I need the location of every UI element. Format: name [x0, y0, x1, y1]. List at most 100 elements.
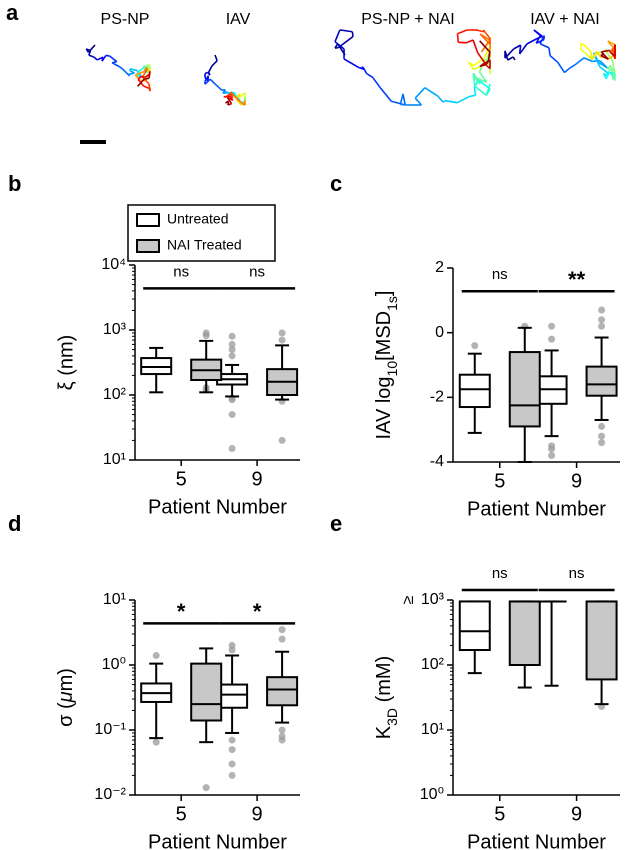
- x-tick-label: 9: [571, 803, 582, 825]
- trajectory-segment: [351, 31, 354, 37]
- outlier: [228, 340, 236, 348]
- trajectory-segment: [211, 60, 218, 67]
- trajectory-segment: [371, 76, 382, 89]
- trajectory-segment: [595, 59, 601, 68]
- trajectory-segment: [600, 54, 609, 61]
- y-tick-label: -4: [430, 453, 444, 470]
- y-axis-label-part: [MSD: [373, 311, 395, 361]
- trajectory-segment: [225, 91, 231, 95]
- y-tick-label: 10⁰: [420, 786, 444, 803]
- trajectory-segment: [88, 54, 94, 58]
- trajectory-segment: [204, 78, 211, 85]
- trajectory-segment: [535, 35, 542, 44]
- trajectory-segment: [533, 29, 541, 37]
- trajectory-segment: [605, 51, 614, 62]
- legend-label: Untreated: [167, 211, 228, 227]
- outlier: [228, 411, 236, 419]
- trajectory-segment: [613, 68, 616, 73]
- x-tick-label: 9: [252, 468, 263, 490]
- outlier: [228, 346, 236, 354]
- trajectory-segment: [472, 73, 476, 86]
- trajectory-segment: [456, 96, 470, 104]
- box: [508, 351, 541, 428]
- trajectory-segment: [557, 61, 566, 73]
- trajectory-segment: [583, 57, 593, 63]
- trajectory-segment: [479, 63, 486, 68]
- trajectory-segment: [611, 61, 615, 70]
- legend-swatch: [136, 239, 160, 253]
- panel-title: PS-NP: [101, 11, 150, 28]
- outlier: [278, 726, 286, 734]
- trajectory-segment: [601, 49, 610, 53]
- panel-title: IAV: [226, 11, 251, 28]
- x-tick-label: 9: [252, 803, 263, 825]
- trajectory-segment: [214, 83, 223, 91]
- trajectory-segment: [468, 94, 476, 98]
- significance-label: ns: [173, 263, 189, 280]
- trajectory-segment: [519, 43, 528, 55]
- y-axis-label-part: μ: [55, 691, 77, 703]
- y-tick-label: 10¹: [103, 591, 126, 608]
- panel-letter: d: [8, 511, 21, 536]
- y-axis-label-part: σ (: [55, 702, 77, 727]
- panel-title: IAV + NAI: [530, 11, 600, 28]
- y-tick-label: 10⁰: [102, 656, 126, 673]
- box: [585, 365, 618, 397]
- significance-label: *: [253, 599, 262, 624]
- trajectory-segment: [456, 33, 460, 43]
- trajectory-segment: [204, 71, 209, 75]
- y-tick-label: 10¹: [103, 451, 126, 468]
- trajectory-segment: [598, 61, 608, 69]
- trajectory-segment: [472, 58, 484, 67]
- trajectory-segment: [366, 72, 374, 78]
- trajectory-segment: [204, 75, 210, 82]
- trajectory-segment: [442, 100, 446, 103]
- x-tick-label: 5: [176, 803, 187, 825]
- trajectory-segment: [137, 66, 146, 74]
- trajectory-segment: [590, 51, 598, 60]
- outlier: [598, 439, 606, 447]
- trajectory-segment: [118, 65, 123, 70]
- trajectory-segment: [234, 96, 241, 102]
- box: [190, 662, 223, 722]
- trajectory-segment: [137, 75, 142, 81]
- trajectory-segment: [239, 100, 246, 106]
- trajectory-segment: [228, 93, 234, 99]
- outlier: [228, 332, 236, 340]
- y-axis-label-part: (mM): [373, 656, 395, 708]
- trajectory-segment: [548, 47, 551, 56]
- y-axis-label-part: ]: [373, 291, 395, 297]
- significance-label: ns: [249, 263, 265, 280]
- trajectory-segment: [605, 75, 609, 80]
- trajectory-segment: [479, 33, 491, 45]
- outlier: [598, 306, 606, 314]
- trajectory-segment: [549, 55, 559, 64]
- trajectory-segment: [539, 35, 545, 45]
- trajectory-segment: [214, 54, 218, 61]
- significance-label: ns: [569, 565, 585, 582]
- outlier: [228, 646, 236, 654]
- trajectory-segment: [607, 68, 616, 73]
- trajectory-segment: [88, 50, 92, 56]
- trajectory-segment: [414, 87, 426, 99]
- trajectory-segment: [504, 48, 515, 59]
- trajectory-segment: [599, 66, 610, 75]
- trajectory-segment: [111, 62, 120, 68]
- x-tick-label: 9: [571, 470, 582, 492]
- trajectory-segment: [207, 65, 213, 73]
- outlier: [202, 332, 210, 340]
- trajectory-segment: [399, 93, 404, 105]
- y-tick-label: 2: [435, 259, 444, 276]
- y-tick-label: 10³: [421, 591, 445, 608]
- y-tick-label: 0: [435, 324, 444, 341]
- outlier: [548, 445, 556, 453]
- x-axis-label: Patient Number: [467, 498, 606, 520]
- trajectory-segment: [580, 48, 589, 57]
- outlier: [598, 322, 606, 330]
- y-axis-label: K3D (mM): [373, 656, 399, 739]
- panel-letter: b: [8, 171, 21, 196]
- significance-label: ns: [492, 565, 508, 582]
- trajectory-segment: [144, 77, 150, 80]
- outlier: [278, 329, 286, 337]
- trajectory-segment: [414, 97, 423, 106]
